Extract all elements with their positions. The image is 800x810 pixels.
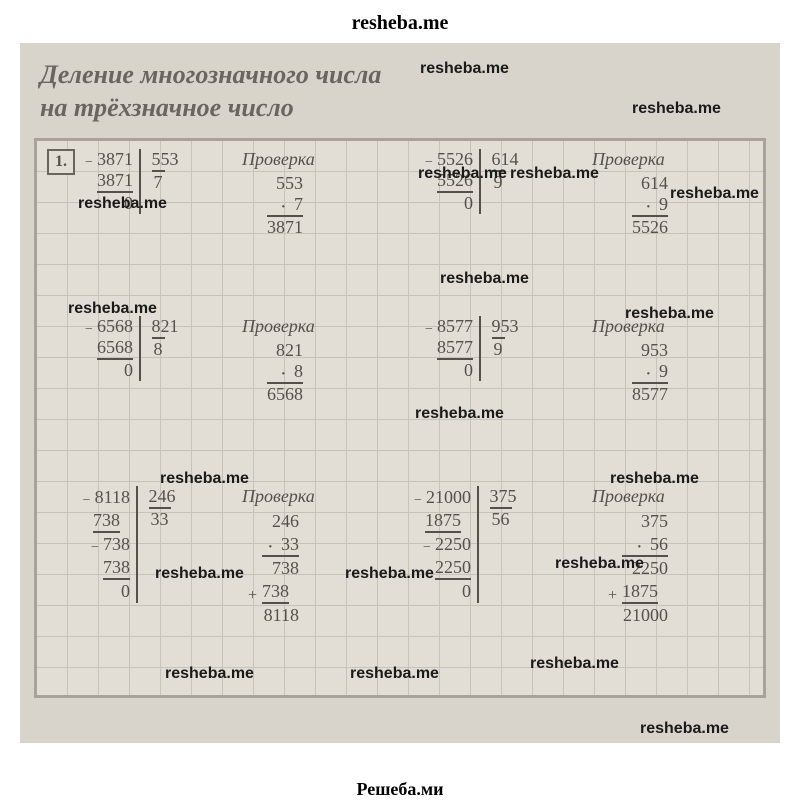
quotient: 33 <box>149 507 171 530</box>
mul-r: 6568 <box>267 384 303 405</box>
title-line-1: Деление многозначного числа <box>40 60 381 89</box>
mul-a: 246 <box>262 510 299 533</box>
watermark-top: resheba.me <box>0 0 800 43</box>
division-3: 6568 6568 0 821 8 <box>97 316 179 381</box>
quotient: 56 <box>490 507 512 530</box>
worksheet: 1. 3871 3871 0 553 7 Проверка 553 7 3871 <box>34 138 766 698</box>
mul-a: 953 <box>632 340 668 361</box>
mul-r: 5526 <box>632 217 668 238</box>
sub1: 1875 <box>425 509 461 534</box>
mul-b: 8 <box>267 361 303 384</box>
title-line-2: на трёхзначное число <box>40 93 294 122</box>
dividend: 8118 <box>95 487 130 507</box>
check-3: 821 8 6568 <box>267 340 303 405</box>
check-label-6: Проверка <box>592 486 665 507</box>
task-number: 1. <box>47 149 75 175</box>
divisor: 821 <box>152 316 179 336</box>
mul-a: 375 <box>622 510 668 533</box>
check-label-1: Проверка <box>242 149 315 170</box>
sub-value: 5526 <box>437 170 473 193</box>
check-label-2: Проверка <box>592 149 665 170</box>
remainder: 0 <box>464 193 473 213</box>
sub2: 738 <box>103 556 130 581</box>
sub-value: 8577 <box>437 337 473 360</box>
check-4: 953 9 8577 <box>632 340 668 405</box>
check-6: 375 56 2250 1875 21000 <box>622 510 668 627</box>
mul-r: 8118 <box>262 604 299 627</box>
pp1: 738 <box>272 558 299 578</box>
division-5: 8118 738 738 738 0 246 33 <box>93 486 176 603</box>
footer-watermark: Решеба.ми <box>0 779 800 800</box>
mul-a: 553 <box>267 173 303 194</box>
remainder: 0 <box>124 193 133 213</box>
pp2: 738 <box>262 580 289 605</box>
mul-r: 3871 <box>267 217 303 238</box>
dividend: 3871 <box>97 149 133 169</box>
quotient: 9 <box>492 337 505 360</box>
sub2: 2250 <box>435 556 471 581</box>
check-2: 614 9 5526 <box>632 173 668 238</box>
divisor: 375 <box>490 486 517 506</box>
pp2: 1875 <box>622 580 658 605</box>
divisor: 246 <box>149 486 176 506</box>
divisor: 953 <box>492 316 519 336</box>
mid: 2250 <box>435 534 471 554</box>
check-1: 553 7 3871 <box>267 173 303 238</box>
division-2: 5526 5526 0 614 9 <box>437 149 519 214</box>
sub-value: 6568 <box>97 337 133 360</box>
mid: 738 <box>103 534 130 554</box>
dividend: 21000 <box>426 487 471 507</box>
remainder: 0 <box>121 581 130 601</box>
check-label-3: Проверка <box>242 316 315 337</box>
division-1: 3871 3871 0 553 7 <box>97 149 179 214</box>
sub-value: 3871 <box>97 170 133 193</box>
dividend: 5526 <box>437 149 473 169</box>
mul-r: 21000 <box>622 604 668 627</box>
page-title: Деление многозначного числа на трёхзначн… <box>34 53 766 138</box>
quotient: 8 <box>152 337 165 360</box>
mul-a: 821 <box>267 340 303 361</box>
pp1: 2250 <box>632 558 668 578</box>
mul-r: 8577 <box>632 384 668 405</box>
mul-b: 9 <box>632 361 668 384</box>
dividend: 8577 <box>437 316 473 336</box>
division-4: 8577 8577 0 953 9 <box>437 316 519 381</box>
check-5: 246 33 738 738 8118 <box>262 510 299 627</box>
remainder: 0 <box>462 581 471 601</box>
quotient: 7 <box>152 170 165 193</box>
sub1: 738 <box>93 509 120 534</box>
remainder: 0 <box>124 360 133 380</box>
mul-b: 56 <box>622 533 668 558</box>
page-area: Деление многозначного числа на трёхзначн… <box>20 43 780 743</box>
remainder: 0 <box>464 360 473 380</box>
mul-b: 7 <box>267 194 303 217</box>
mul-a: 614 <box>632 173 668 194</box>
mul-b: 9 <box>632 194 668 217</box>
mul-b: 33 <box>262 533 299 558</box>
check-label-4: Проверка <box>592 316 665 337</box>
quotient: 9 <box>492 170 505 193</box>
divisor: 614 <box>492 149 519 169</box>
dividend: 6568 <box>97 316 133 336</box>
check-label-5: Проверка <box>242 486 315 507</box>
division-6: 21000 1875 2250 2250 0 375 56 <box>425 486 517 603</box>
divisor: 553 <box>152 149 179 169</box>
